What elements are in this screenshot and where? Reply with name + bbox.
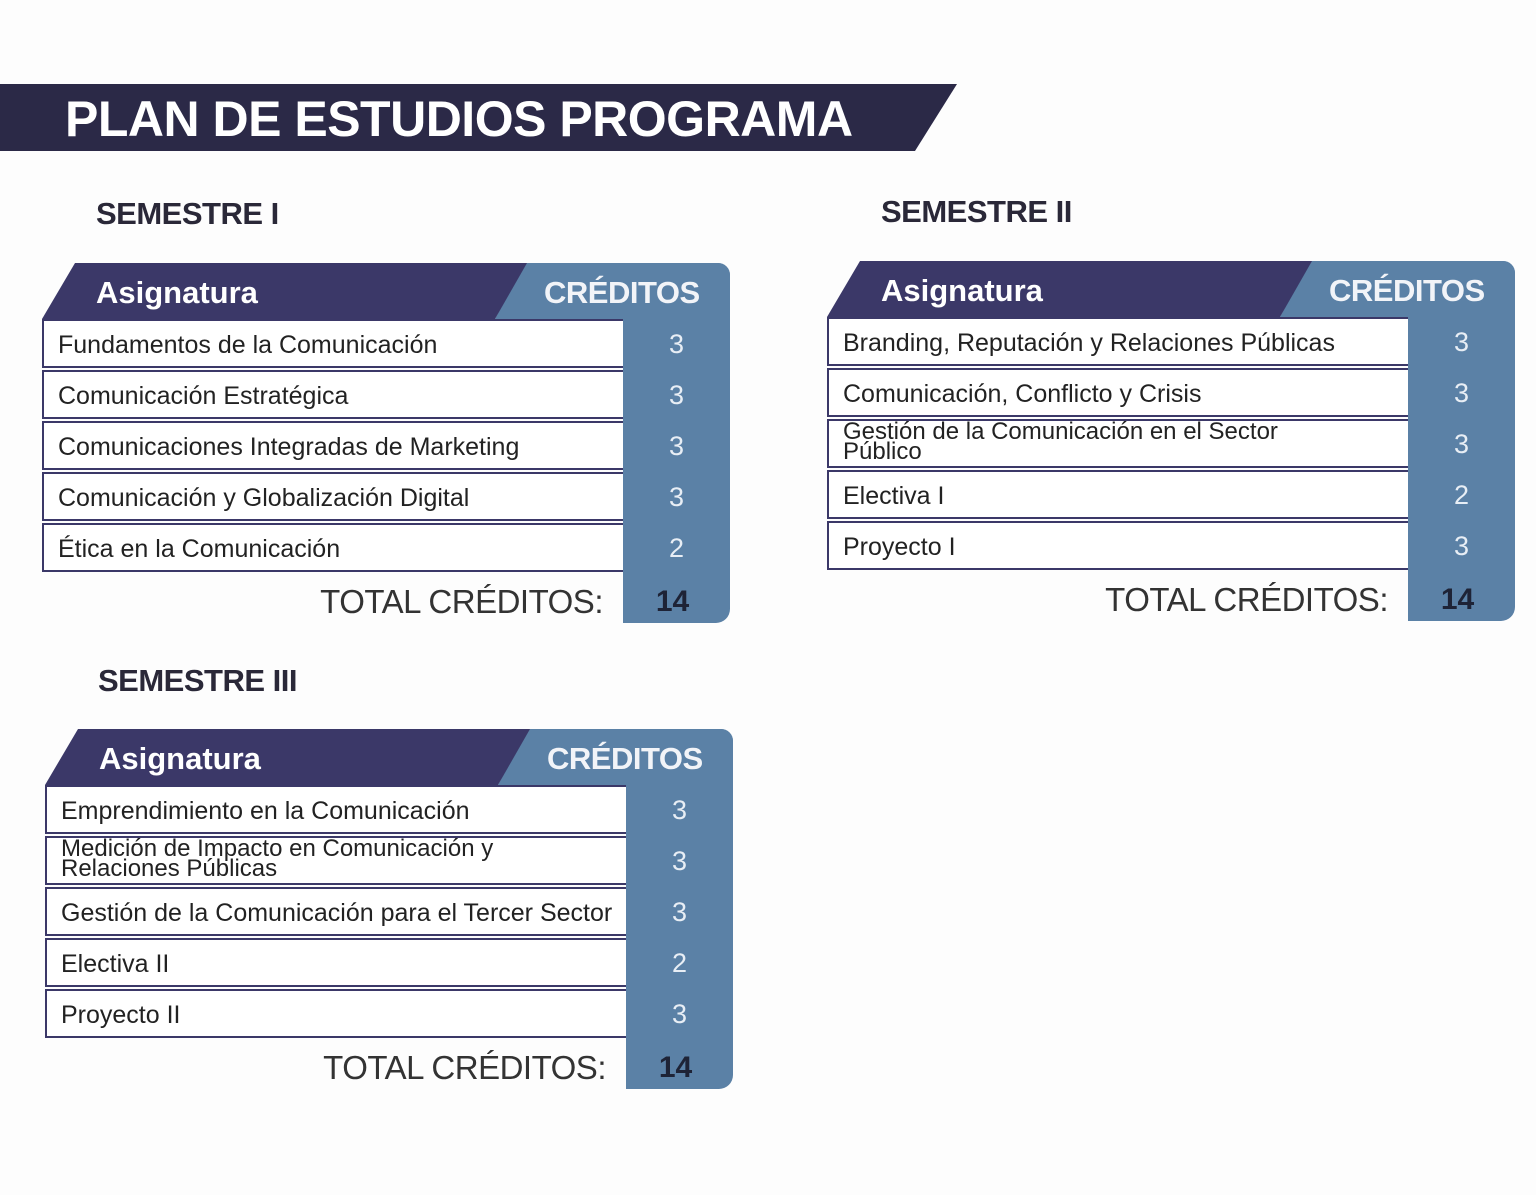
credits-header-bg: [498, 729, 733, 785]
credits-column-header: CRÉDITOS: [544, 275, 700, 310]
total-credits-value: 14: [1440, 583, 1475, 616]
total-credits-label: TOTAL CRÉDITOS:: [1105, 581, 1388, 618]
table-row: Emprendimiento en la Comunicación: [45, 785, 626, 834]
credits-column-bg: [1408, 261, 1515, 621]
credits-value: 3: [1453, 531, 1470, 561]
subject-name: Comunicaciones Integradas de Marketing: [58, 433, 520, 461]
credits-value: 3: [668, 380, 685, 410]
subject-name: Gestión de la Comunicación en el Sector …: [843, 418, 1278, 465]
subject-name: Ética en la Comunicación: [58, 535, 341, 563]
subject-name: Fundamentos de la Comunicación: [58, 331, 438, 359]
subject-name: Emprendimiento en la Comunicación: [61, 797, 470, 825]
subject-name: Comunicación y Globalización Digital: [58, 484, 470, 512]
subject-header-bg: [827, 261, 1312, 317]
credits-value: 2: [668, 533, 685, 563]
credits-value: 3: [668, 329, 685, 359]
table-row: Comunicación Estratégica: [42, 370, 623, 419]
credits-value: 2: [671, 948, 688, 978]
table-row: Gestión de la Comunicación para el Terce…: [45, 887, 626, 936]
credits-value: 3: [1453, 429, 1470, 459]
table-row: Branding, Reputación y Relaciones Públic…: [827, 317, 1408, 366]
table-row: Gestión de la Comunicación en el Sector …: [827, 419, 1408, 468]
total-credits-value: 14: [658, 1051, 693, 1084]
credits-value: 3: [671, 846, 688, 876]
subject-column-header: Asignatura: [96, 275, 258, 310]
subject-name: Electiva I: [843, 482, 945, 510]
table-row: Ética en la Comunicación: [42, 523, 623, 572]
semester-heading: SEMESTRE II: [881, 194, 1072, 229]
credits-header-bg: [1280, 261, 1515, 317]
credits-value: 3: [668, 482, 685, 512]
table-row: Electiva I: [827, 470, 1408, 519]
credits-column-header: CRÉDITOS: [547, 741, 703, 776]
curriculum-table: Asignatura CRÉDITOS Fundamentos de la Co…: [42, 263, 730, 623]
title-banner: PLAN DE ESTUDIOS PROGRAMA: [0, 84, 957, 151]
subject-name: Gestión de la Comunicación para el Terce…: [61, 899, 613, 927]
table-row: Comunicaciones Integradas de Marketing: [42, 421, 623, 470]
curriculum-table: Asignatura CRÉDITOS Emprendimiento en la…: [45, 729, 733, 1089]
table-row: Comunicación y Globalización Digital: [42, 472, 623, 521]
credits-column-header: CRÉDITOS: [1329, 273, 1485, 308]
total-credits-value: 14: [655, 585, 690, 618]
credits-column-bg: [626, 729, 733, 1089]
credits-column-bg: [623, 263, 730, 623]
table-row: Proyecto I: [827, 521, 1408, 570]
subject-name: Branding, Reputación y Relaciones Públic…: [843, 329, 1335, 357]
credits-value: 3: [1453, 327, 1470, 357]
credits-header-bg: [495, 263, 730, 319]
credits-value: 2: [1453, 480, 1470, 510]
total-credits-label: TOTAL CRÉDITOS:: [323, 1049, 606, 1086]
subject-name: Proyecto I: [843, 533, 956, 561]
semester-heading: SEMESTRE III: [98, 663, 297, 698]
table-row: Fundamentos de la Comunicación: [42, 319, 623, 368]
credits-value: 3: [671, 999, 688, 1029]
subject-name: Comunicación Estratégica: [58, 382, 349, 410]
credits-value: 3: [1453, 378, 1470, 408]
table-row: Proyecto II: [45, 989, 626, 1038]
table-row: Medición de Impacto en Comunicación y Re…: [45, 836, 626, 885]
subject-name: Medición de Impacto en Comunicación y Re…: [61, 835, 494, 882]
credits-value: 3: [668, 431, 685, 461]
subject-column-header: Asignatura: [881, 273, 1043, 308]
semester-heading: SEMESTRE I: [96, 196, 279, 231]
table-row: Comunicación, Conflicto y Crisis: [827, 368, 1408, 417]
table-row: Electiva II: [45, 938, 626, 987]
subject-column-header: Asignatura: [99, 741, 261, 776]
total-credits-label: TOTAL CRÉDITOS:: [320, 583, 603, 620]
credits-value: 3: [671, 897, 688, 927]
curriculum-table: Asignatura CRÉDITOS Branding, Reputación…: [827, 261, 1515, 621]
subject-header-bg: [42, 263, 527, 319]
subject-name: Proyecto II: [61, 1001, 181, 1029]
page-title: PLAN DE ESTUDIOS PROGRAMA: [65, 91, 853, 147]
subject-name: Electiva II: [61, 950, 170, 978]
subject-header-bg: [45, 729, 530, 785]
subject-name: Comunicación, Conflicto y Crisis: [843, 380, 1202, 408]
credits-value: 3: [671, 795, 688, 825]
